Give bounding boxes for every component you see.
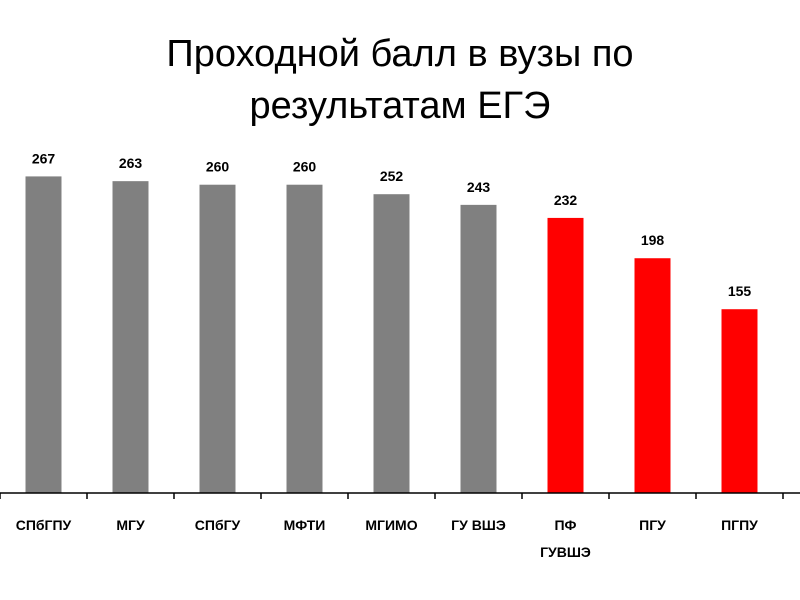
category-label-9: ПГПУ [721, 517, 758, 533]
bar-4 [286, 184, 323, 493]
category-label-6: ГУ ВШЭ [451, 517, 506, 533]
category-label-7: ГУВШЭ [540, 544, 591, 560]
category-label-3: СПбГУ [195, 517, 241, 533]
bar-1 [25, 176, 62, 493]
bar-9 [721, 309, 758, 493]
data-label-9: 155 [728, 283, 752, 299]
bar-2 [112, 181, 149, 493]
data-label-5: 252 [380, 168, 404, 184]
bar-5 [373, 194, 410, 493]
data-label-2: 263 [119, 155, 143, 171]
bars-layer [25, 176, 758, 493]
data-label-1: 267 [32, 150, 56, 166]
bar-6 [460, 204, 497, 493]
data-label-6: 243 [467, 179, 491, 195]
bar-3 [199, 184, 236, 493]
data-label-8: 198 [641, 232, 665, 248]
category-label-8: ПГУ [639, 517, 666, 533]
data-label-4: 260 [293, 159, 317, 175]
data-label-7: 232 [554, 192, 578, 208]
chart-title-line-1: Проходной балл в вузы по [166, 33, 634, 75]
x-axis [0, 492, 800, 499]
category-label-4: МФТИ [284, 517, 326, 533]
category-label-2: МГУ [116, 517, 145, 533]
category-label-7: ПФ [554, 517, 576, 533]
bar-7 [547, 217, 584, 493]
labels-layer: 267 СПбГПУ 263 МГУ 260 СПбГУ 260 МФТИ 252 МГИМО 24… [16, 150, 758, 560]
chart-title-line-2: результатам ЕГЭ [249, 85, 551, 127]
chart-title: Проходной балл в вузы по результатам ЕГЭ [0, 28, 800, 132]
category-label-1: СПбГПУ [16, 517, 72, 533]
category-label-5: МГИМО [365, 517, 417, 533]
data-label-3: 260 [206, 159, 230, 175]
bar-8 [634, 258, 671, 493]
